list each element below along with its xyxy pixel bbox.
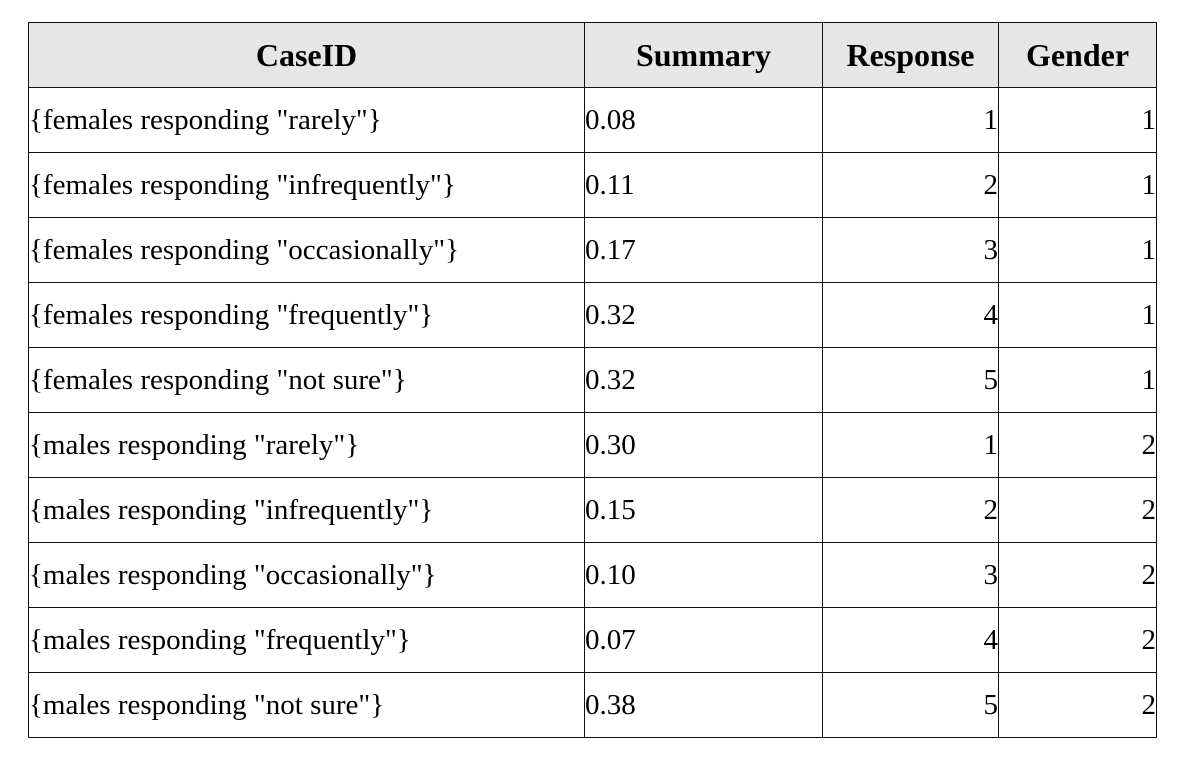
table-row: {females responding "not sure"} 0.32 5 1 [28,347,1157,413]
cell-caseid: {males responding "frequently"} [28,607,585,673]
table-header: CaseID Summary Response Gender [28,22,1157,88]
cell-gender: 1 [998,217,1157,283]
table-row: {females responding "occasionally"} 0.17… [28,217,1157,283]
cell-response: 1 [822,87,999,153]
cell-caseid: {males responding "not sure"} [28,672,585,738]
cell-gender: 2 [998,672,1157,738]
cell-gender: 1 [998,87,1157,153]
header-row: CaseID Summary Response Gender [28,22,1157,88]
cell-gender: 2 [998,412,1157,478]
cell-gender: 2 [998,542,1157,608]
cell-response: 4 [822,607,999,673]
table-row: {males responding "not sure"} 0.38 5 2 [28,672,1157,738]
cell-response: 2 [822,152,999,218]
data-table: CaseID Summary Response Gender {females … [28,22,1157,738]
header-caseid: CaseID [28,22,585,88]
cell-gender: 2 [998,477,1157,543]
cell-summary: 0.08 [584,87,823,153]
cell-response: 3 [822,217,999,283]
cell-caseid: {females responding "frequently"} [28,282,585,348]
cell-gender: 1 [998,152,1157,218]
table-row: {males responding "rarely"} 0.30 1 2 [28,412,1157,478]
cell-response: 1 [822,412,999,478]
cell-caseid: {females responding "infrequently"} [28,152,585,218]
cell-response: 2 [822,477,999,543]
table-row: {females responding "infrequently"} 0.11… [28,152,1157,218]
cell-caseid: {males responding "occasionally"} [28,542,585,608]
header-summary: Summary [584,22,823,88]
cell-summary: 0.32 [584,347,823,413]
cell-summary: 0.15 [584,477,823,543]
cell-caseid: {females responding "occasionally"} [28,217,585,283]
cell-response: 3 [822,542,999,608]
cell-summary: 0.30 [584,412,823,478]
table-row: {males responding "occasionally"} 0.10 3… [28,542,1157,608]
cell-summary: 0.32 [584,282,823,348]
cell-summary: 0.10 [584,542,823,608]
table-row: {males responding "frequently"} 0.07 4 2 [28,607,1157,673]
cell-caseid: {females responding "rarely"} [28,87,585,153]
cell-response: 4 [822,282,999,348]
cell-summary: 0.07 [584,607,823,673]
cell-gender: 1 [998,347,1157,413]
table-body: {females responding "rarely"} 0.08 1 1 {… [28,87,1157,738]
cell-gender: 1 [998,282,1157,348]
cell-summary: 0.17 [584,217,823,283]
header-gender: Gender [998,22,1157,88]
header-response: Response [822,22,999,88]
cell-caseid: {males responding "rarely"} [28,412,585,478]
cell-caseid: {females responding "not sure"} [28,347,585,413]
cell-summary: 0.38 [584,672,823,738]
cell-response: 5 [822,672,999,738]
table-row: {males responding "infrequently"} 0.15 2… [28,477,1157,543]
cell-gender: 2 [998,607,1157,673]
cell-summary: 0.11 [584,152,823,218]
table-row: {females responding "rarely"} 0.08 1 1 [28,87,1157,153]
cell-response: 5 [822,347,999,413]
cell-caseid: {males responding "infrequently"} [28,477,585,543]
table-row: {females responding "frequently"} 0.32 4… [28,282,1157,348]
